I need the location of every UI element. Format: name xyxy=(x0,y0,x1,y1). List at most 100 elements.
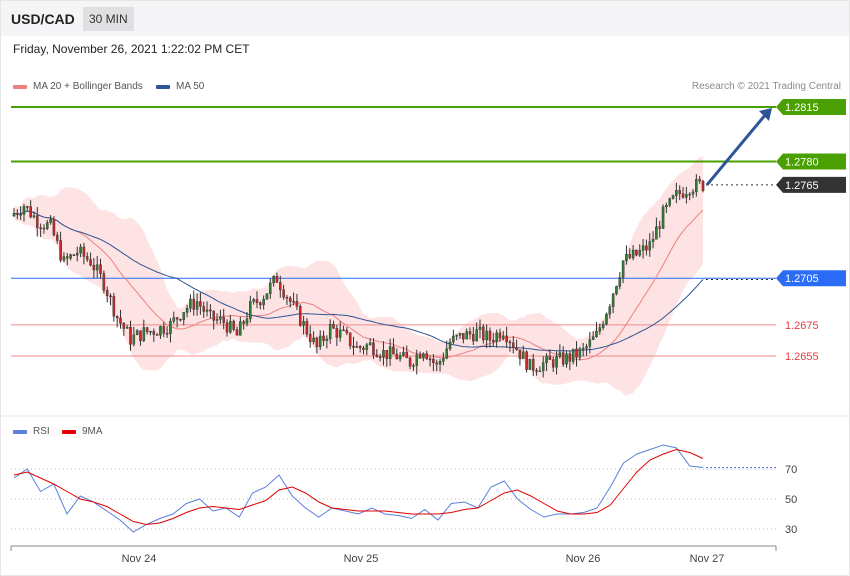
candle-body xyxy=(249,301,252,320)
rsi-9ma-line xyxy=(13,448,704,526)
credit-text: Research © 2021 Trading Central xyxy=(691,81,841,92)
candle xyxy=(259,301,262,310)
candle xyxy=(545,353,548,372)
candle xyxy=(402,346,405,357)
candle xyxy=(99,258,102,279)
candle xyxy=(162,321,166,338)
candle xyxy=(52,216,56,237)
candle xyxy=(308,325,312,348)
candle xyxy=(105,286,109,303)
candle-body xyxy=(468,331,472,335)
candle xyxy=(29,200,32,219)
candle xyxy=(265,293,269,300)
candle-body xyxy=(222,316,225,323)
candle-body xyxy=(145,327,149,333)
candle xyxy=(665,202,668,214)
candle-body xyxy=(149,331,152,333)
candle xyxy=(372,338,375,360)
candle xyxy=(245,312,249,327)
candle-body xyxy=(209,309,212,312)
candle xyxy=(132,326,136,347)
candle xyxy=(302,315,305,335)
candle xyxy=(671,194,675,200)
candle-body xyxy=(159,326,162,336)
candle xyxy=(338,321,342,342)
candle xyxy=(445,340,448,360)
candle-body xyxy=(275,276,279,283)
candle xyxy=(342,325,345,332)
candle-body xyxy=(295,301,299,307)
candle xyxy=(112,292,116,322)
candle xyxy=(655,217,658,240)
candle-body xyxy=(312,337,315,343)
candle xyxy=(172,311,176,324)
candle-body xyxy=(16,213,19,215)
candle xyxy=(475,322,478,342)
candle xyxy=(698,176,701,184)
candle-body xyxy=(671,195,675,199)
candle-body xyxy=(688,193,691,196)
candle xyxy=(72,253,76,256)
candle-body xyxy=(475,329,478,342)
candle xyxy=(355,341,359,348)
candle xyxy=(558,344,562,359)
candle-body xyxy=(651,239,655,242)
candle-body xyxy=(36,215,39,228)
candle-body xyxy=(365,344,369,350)
candle-body xyxy=(581,347,585,350)
candle xyxy=(541,356,545,378)
candle xyxy=(555,351,558,375)
candle-body xyxy=(192,298,196,310)
candle-body xyxy=(212,310,215,321)
candle xyxy=(139,330,142,346)
candle xyxy=(681,186,685,199)
candle xyxy=(102,270,106,294)
candle xyxy=(125,324,129,329)
candle-body xyxy=(625,254,628,262)
candle-body xyxy=(259,302,262,306)
candle-body xyxy=(342,329,345,332)
x-tick-label: Nov 27 xyxy=(690,553,725,565)
candle xyxy=(375,349,379,358)
candle-body xyxy=(648,241,652,251)
candle-body xyxy=(548,355,552,360)
candle xyxy=(568,350,572,371)
candle-body xyxy=(455,335,458,337)
candle xyxy=(275,272,279,283)
candle-body xyxy=(551,359,555,368)
candle-body xyxy=(545,355,548,363)
candle-body xyxy=(125,327,129,329)
candle-body xyxy=(152,331,156,335)
candle xyxy=(448,338,452,351)
timeframe-button[interactable]: 30 MIN xyxy=(83,7,134,31)
ma50-swatch xyxy=(156,84,170,89)
candle-body xyxy=(165,333,169,335)
candle-body xyxy=(631,249,635,259)
candle-body xyxy=(608,306,612,315)
candle-body xyxy=(182,312,186,320)
candle xyxy=(412,363,415,371)
candle xyxy=(395,348,399,360)
candle-body xyxy=(85,256,89,260)
rsi-label: RSI xyxy=(33,426,50,437)
candle-body xyxy=(691,191,695,195)
candle xyxy=(691,188,695,199)
candle-body xyxy=(172,317,176,322)
candle xyxy=(438,358,442,372)
candle-body xyxy=(235,329,239,336)
ma9-swatch xyxy=(62,429,76,434)
candle xyxy=(362,345,365,355)
candle-body xyxy=(482,326,485,341)
candle-body xyxy=(272,276,275,284)
candle xyxy=(482,324,485,344)
candle xyxy=(398,352,402,362)
candle-body xyxy=(42,227,46,230)
candle-body xyxy=(601,323,605,328)
candle xyxy=(142,319,146,343)
candle-body xyxy=(262,298,265,306)
candle xyxy=(59,231,62,263)
candle-body xyxy=(155,334,159,336)
candle-body xyxy=(508,341,512,344)
candle xyxy=(631,245,635,261)
candle-body xyxy=(102,273,106,291)
